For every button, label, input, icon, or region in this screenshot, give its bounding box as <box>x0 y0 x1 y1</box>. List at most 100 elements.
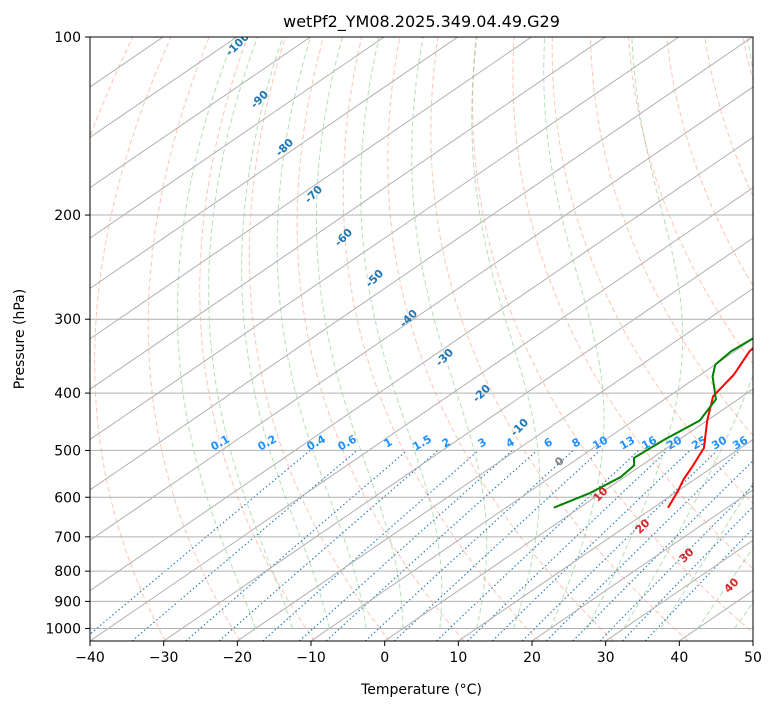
dry-adiabat-label: -30 <box>433 346 456 369</box>
mixing-ratio-label: 3 <box>476 435 489 450</box>
x-tick-label: 10 <box>449 650 467 666</box>
isotherm-line <box>90 37 606 390</box>
dry-adiabat-label: -10 <box>508 416 531 439</box>
dry-adiabat <box>472 37 753 634</box>
isotherm-line <box>90 37 385 239</box>
mixing-ratio-line <box>364 449 574 641</box>
y-tick-label: 100 <box>54 30 81 46</box>
mixing-ratio-line <box>90 449 311 635</box>
mixing-ratio-line <box>644 527 753 641</box>
isotherm-line <box>90 37 680 441</box>
isotherm-line <box>384 388 753 641</box>
isotherm-line <box>458 438 753 641</box>
mixing-ratio-label: 6 <box>542 435 555 450</box>
mixing-ratio-line <box>545 450 740 641</box>
isotherm-line <box>752 640 753 641</box>
moist-adiabat <box>697 547 753 629</box>
moist-adiabat <box>177 37 257 629</box>
moist-adiabat <box>543 37 605 629</box>
isotherm-line <box>90 86 753 541</box>
moist-adiabat <box>241 37 330 629</box>
moist-adiabat <box>471 37 541 629</box>
moist-adiabat <box>734 601 753 629</box>
dry-adiabat-label: -80 <box>273 136 296 159</box>
y-tick-label: 600 <box>54 490 81 506</box>
x-tick-label: 50 <box>744 650 762 666</box>
x-tick-label: −30 <box>149 650 179 666</box>
dry-adiabat <box>342 37 540 641</box>
x-axis-label: Temperature (°C) <box>360 682 482 698</box>
mixing-ratio-label: 36 <box>730 433 750 452</box>
axis-ticks: −40 −30 −20 −10 0 10 20 30 40 50 100 200 300 400 500 60… <box>45 30 762 666</box>
dry-adiabat-label: -100 <box>223 30 252 59</box>
mixing-ratio-line <box>621 505 753 641</box>
mixing-ratio-line <box>467 450 668 641</box>
isotherm-line <box>90 37 238 138</box>
dry-adiabat <box>94 37 172 641</box>
isotherm-line <box>90 187 753 641</box>
mixing-ratio-line <box>393 449 601 641</box>
dry-adiabat <box>296 37 465 641</box>
isotherm-line <box>163 237 753 641</box>
moist-adiabat <box>660 481 753 629</box>
mixing-ratio-line <box>599 484 753 641</box>
dry-adiabat-label: -70 <box>302 183 325 206</box>
x-tick-label: 30 <box>597 650 615 666</box>
dewpoint-profile-line <box>553 337 753 509</box>
x-tick-label: 20 <box>523 650 541 666</box>
dry-adiabat <box>147 37 241 641</box>
dry-adiabat-label: -60 <box>332 226 355 249</box>
dry-adiabat <box>387 37 614 641</box>
mixing-ratio-line <box>218 449 439 641</box>
mixing-ratio-label: 1 <box>382 435 395 450</box>
isotherm-line <box>90 37 459 290</box>
y-tick-label: 300 <box>54 312 81 328</box>
isotherm-line <box>90 37 311 189</box>
mixing-ratio-label: 10 <box>590 433 610 452</box>
y-tick-label: 900 <box>54 594 81 610</box>
temperature-profile-line <box>667 346 753 509</box>
dry-adiabat <box>742 37 753 82</box>
background-lines <box>90 37 753 641</box>
x-tick-label: −40 <box>75 650 105 666</box>
mixing-ratio-line <box>325 449 538 641</box>
profile-series <box>553 337 753 509</box>
moist-adiabat <box>623 37 753 629</box>
moist-adiabat <box>360 37 443 629</box>
moist-adiabat-label: 0 <box>552 454 567 469</box>
y-tick-label: 200 <box>54 208 81 224</box>
y-tick-label: 800 <box>54 564 81 580</box>
mixing-ratio-label: 8 <box>570 435 583 450</box>
dry-adiabat <box>90 37 134 641</box>
moist-adiabat <box>586 37 684 629</box>
y-tick-label: 1000 <box>45 621 81 637</box>
mixing-ratio-line <box>572 460 753 641</box>
y-tick-label: 400 <box>54 386 81 402</box>
moist-adiabat <box>208 37 293 629</box>
dry-adiabat <box>430 37 689 641</box>
moist-adiabat-label: 40 <box>722 575 742 595</box>
plot-frame <box>89 36 754 642</box>
y-axis-label: Pressure (hPa) <box>12 289 28 389</box>
mixing-ratio-line <box>298 449 513 641</box>
y-tick-label: 500 <box>54 443 81 459</box>
isotherm-line <box>90 37 753 491</box>
mixing-ratio-label: 30 <box>709 433 729 452</box>
dry-adiabat <box>589 37 753 437</box>
dry-adiabat-label: -40 <box>397 307 420 330</box>
mixing-ratio-label: 20 <box>664 433 684 452</box>
x-tick-label: −20 <box>223 650 253 666</box>
x-tick-label: −10 <box>296 650 326 666</box>
x-tick-label: 40 <box>670 650 688 666</box>
mixing-ratio-line <box>436 450 640 641</box>
dry-adiabat <box>704 37 753 198</box>
moist-adiabat <box>276 37 367 629</box>
isotherm-line <box>531 489 753 641</box>
dry-adiabat-label: -90 <box>248 88 271 111</box>
chart-title: wetPf2_YM08.2025.349.04.49.G29 <box>283 12 560 32</box>
mixing-ratio-line <box>491 450 691 641</box>
y-tick-label: 700 <box>54 530 81 546</box>
dry-adiabat <box>199 37 316 641</box>
dry-adiabat <box>248 37 390 641</box>
